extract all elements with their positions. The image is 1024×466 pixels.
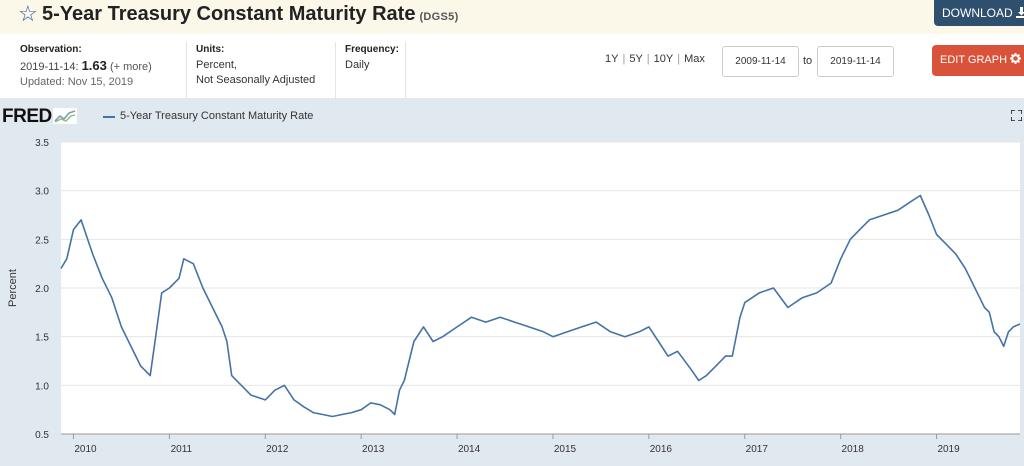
edit-graph-button[interactable]: EDIT GRAPH	[932, 45, 1024, 76]
range-1y[interactable]: 1Y	[605, 53, 619, 65]
observation-value: 1.63	[81, 58, 107, 73]
x-tick-label: 2013	[362, 444, 385, 455]
observation-more-link[interactable]: (+ more)	[109, 61, 152, 73]
y-tick-label: 1.0	[35, 381, 49, 392]
meta-divider	[405, 42, 406, 98]
x-tick-label: 2014	[458, 444, 481, 455]
legend-label: 5-Year Treasury Constant Maturity Rate	[120, 110, 314, 122]
y-axis-label: Percent	[7, 269, 19, 307]
to-label: to	[803, 55, 813, 67]
updated-date: Updated: Nov 15, 2019	[20, 76, 134, 88]
meta-divider	[186, 42, 187, 98]
x-tick-label: 2018	[842, 444, 865, 455]
frequency-block: Frequency: Daily	[345, 44, 399, 73]
units-line-1: Percent,	[196, 59, 237, 71]
series-id: (DGS5)	[419, 11, 459, 23]
units-block: Units: Percent, Not Seasonally Adjusted	[196, 44, 315, 88]
y-tick-label: 2.0	[35, 284, 49, 295]
edit-graph-label: EDIT GRAPH	[940, 54, 1008, 66]
frequency-value: Daily	[345, 59, 370, 71]
fred-logo-text: FRED	[2, 106, 52, 127]
y-tick-label: 3.0	[35, 187, 49, 198]
y-tick-label: 3.5	[35, 138, 49, 149]
range-max[interactable]: Max	[684, 53, 705, 65]
meta-divider	[335, 42, 336, 98]
observation-date: 2019-11-14:	[20, 61, 79, 73]
series-title: 5-Year Treasury Constant Maturity Rate	[42, 3, 416, 25]
legend-swatch	[103, 116, 115, 118]
observation-block: Observation: 2019-11-14: 1.63 (+ more) U…	[20, 44, 152, 90]
x-tick-label: 2011	[171, 444, 193, 455]
x-tick-label: 2016	[650, 444, 673, 455]
line-chart: 0.5 1.0 1.5 2.0 2.5 3.0 3.5 2010 2011 2012 2013 201…	[7, 138, 1021, 455]
download-button[interactable]: DOWNLOAD	[934, 0, 1024, 26]
range-10y[interactable]: 10Y	[653, 53, 674, 65]
y-tick-label: 0.5	[35, 430, 49, 441]
page-title: 5-Year Treasury Constant Maturity Rate (D…	[42, 2, 459, 29]
x-tick-label: 2010	[74, 444, 97, 455]
start-date-input[interactable]: 2009-11-14	[722, 46, 799, 77]
end-date-input[interactable]: 2019-11-14	[817, 46, 894, 77]
download-label: DOWNLOAD	[942, 6, 1013, 20]
x-tick-label: 2017	[746, 444, 769, 455]
download-icon	[1016, 7, 1024, 18]
gear-icon	[1010, 53, 1022, 64]
range-5y[interactable]: 5Y	[629, 53, 643, 65]
fred-chart-icon	[52, 108, 77, 124]
units-label: Units:	[196, 44, 225, 55]
observation-label: Observation:	[20, 44, 82, 55]
range-selector: 1Y | 5Y | 10Y | Max	[605, 53, 705, 65]
x-tick-label: 2015	[554, 444, 577, 455]
units-line-2: Not Seasonally Adjusted	[196, 74, 316, 86]
frequency-label: Frequency:	[345, 44, 399, 55]
x-tick-label: 2012	[266, 444, 289, 455]
fred-logo: FRED	[2, 106, 77, 128]
y-tick-label: 1.5	[35, 333, 49, 344]
series-line	[60, 194, 1021, 418]
x-tick-label: 2019	[937, 444, 960, 455]
star-outline-icon[interactable]: ☆	[18, 1, 38, 26]
title-bar: ☆ 5-Year Treasury Constant Maturity Rate…	[0, 0, 1024, 34]
y-tick-label: 2.5	[35, 235, 49, 246]
